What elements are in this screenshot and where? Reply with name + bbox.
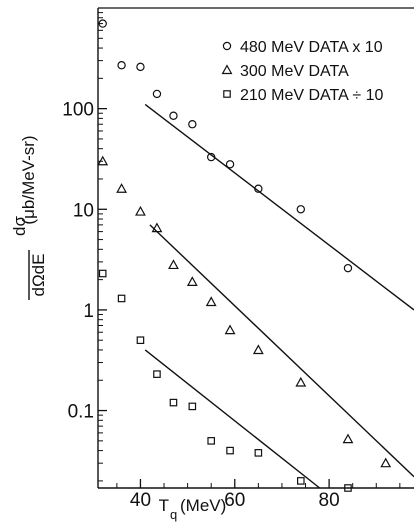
y-axis-fraction-top: dσ [10, 216, 29, 236]
fit-lines [144, 103, 414, 489]
data-point-210 [153, 370, 161, 378]
legend-label-480: 480 MeV DATA x 10 [240, 39, 383, 56]
x-axis-label-unit: (MeV) [180, 496, 226, 515]
legend-marker-triangle [221, 64, 233, 75]
x-axis-label-main: T [159, 496, 169, 515]
data-point-300 [380, 457, 392, 468]
data-point-480 [206, 152, 216, 162]
legend-marker-square [223, 90, 231, 98]
data-point-210 [136, 336, 145, 345]
legend: 480 MeV DATA x 10 300 MeV DATA 210 MeV D… [221, 39, 383, 104]
fit-line-300 [149, 224, 414, 478]
data-point-300 [342, 433, 354, 444]
data-point-300 [168, 259, 179, 270]
plot-frame [97, 7, 414, 489]
data-point-210 [207, 437, 215, 445]
data-point-300 [295, 376, 307, 387]
y-tick-label: 100 [62, 100, 94, 121]
data-point-210 [98, 269, 107, 278]
data-point-480 [225, 160, 235, 169]
x-axis-title: T q (MeV) [159, 496, 227, 522]
y-tick-label: 0.1 [68, 402, 94, 423]
y-tick-label: 10 [73, 200, 94, 221]
data-point-210 [297, 477, 305, 485]
data-point-480 [296, 205, 306, 214]
y-axis-fraction-bottom: dΩdE [29, 254, 48, 297]
x-tick-label: 60 [224, 490, 245, 511]
data-point-210 [254, 449, 263, 457]
data-point-300 [252, 344, 264, 355]
data-point-480 [136, 62, 145, 72]
x-tick-label: 40 [130, 490, 151, 511]
data-point-300 [151, 222, 163, 233]
data-point-480 [343, 263, 353, 273]
y-tick-label: 1 [83, 301, 94, 322]
data-point-210 [169, 398, 178, 407]
y-axis-unit: (μb/MeV-sr) [19, 135, 38, 224]
data-point-210 [344, 484, 352, 492]
data-point-210 [188, 402, 197, 411]
data-point-210 [117, 294, 126, 303]
fit-line-210 [144, 349, 321, 489]
data-point-480 [188, 120, 197, 129]
x-tick-label: 80 [319, 490, 340, 511]
data-point-300 [205, 296, 217, 307]
data-points [97, 19, 392, 492]
data-point-480 [254, 184, 263, 193]
data-point-480 [117, 61, 126, 70]
data-point-300 [116, 183, 128, 193]
legend-markers [221, 41, 233, 98]
fit-line-480 [144, 103, 414, 311]
legend-label-300: 300 MeV DATA [240, 63, 349, 80]
data-point-480 [152, 89, 162, 99]
y-axis-title: dσ dΩdE (μb/MeV-sr) [10, 135, 48, 300]
data-point-480 [169, 111, 178, 120]
data-point-300 [135, 205, 146, 216]
axis-ticks: 0.1 1 10 100 40 60 80 [62, 12, 401, 511]
data-point-210 [226, 446, 234, 455]
legend-marker-circle [222, 41, 232, 51]
x-axis-label-sub: q [170, 507, 177, 522]
data-point-300 [224, 324, 236, 335]
data-point-300 [186, 276, 198, 286]
legend-label-210: 210 MeV DATA ÷ 10 [240, 87, 383, 104]
